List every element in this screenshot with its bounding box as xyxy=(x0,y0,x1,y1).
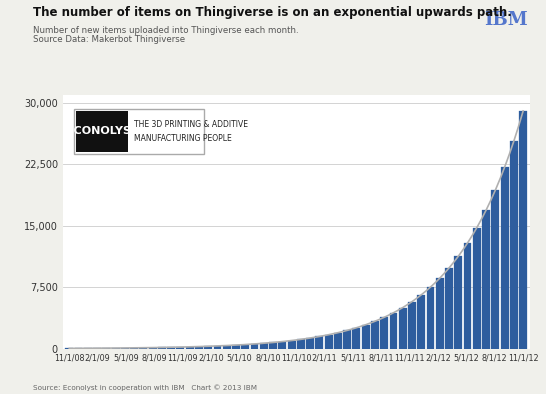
Bar xyxy=(278,342,286,349)
Bar xyxy=(288,340,295,349)
Bar xyxy=(316,336,323,349)
Bar xyxy=(269,342,277,349)
Bar xyxy=(306,338,314,349)
Bar xyxy=(334,333,342,349)
Text: ECONOLYST: ECONOLYST xyxy=(66,126,138,136)
Bar xyxy=(491,190,499,349)
Bar xyxy=(130,348,138,349)
Bar xyxy=(436,278,444,349)
Text: IBM: IBM xyxy=(484,11,527,29)
Bar xyxy=(260,343,268,349)
Bar xyxy=(464,243,472,349)
Bar xyxy=(389,313,397,349)
Bar xyxy=(139,348,147,349)
Text: Source Data: Makerbot Thingiverse: Source Data: Makerbot Thingiverse xyxy=(33,35,185,44)
Bar xyxy=(251,344,258,349)
Bar xyxy=(325,335,333,349)
Text: Number of new items uploaded into Thingiverse each month.: Number of new items uploaded into Thingi… xyxy=(33,26,298,35)
Bar xyxy=(111,348,120,349)
Bar xyxy=(223,346,230,349)
Bar xyxy=(158,348,166,349)
Bar xyxy=(176,347,185,349)
Bar xyxy=(84,348,92,349)
Bar xyxy=(454,256,462,349)
Bar xyxy=(408,302,416,349)
Text: Source: Econolyst in cooperation with IBM   Chart © 2013 IBM: Source: Econolyst in cooperation with IB… xyxy=(33,384,257,391)
Bar xyxy=(167,347,175,349)
Bar xyxy=(241,344,249,349)
Bar xyxy=(362,325,370,349)
Bar xyxy=(103,348,110,349)
Bar xyxy=(353,328,360,349)
Bar xyxy=(426,287,435,349)
Bar xyxy=(121,348,129,349)
Bar xyxy=(195,347,203,349)
Bar xyxy=(232,345,240,349)
Bar xyxy=(501,167,508,349)
Bar xyxy=(213,346,222,349)
Bar xyxy=(380,317,388,349)
Bar xyxy=(445,268,453,349)
Bar xyxy=(482,210,490,349)
Text: #5577cc: #5577cc xyxy=(518,3,524,4)
Bar xyxy=(510,141,518,349)
Bar xyxy=(473,228,481,349)
Bar xyxy=(371,321,379,349)
Bar xyxy=(93,348,101,349)
Text: The number of items on Thingiverse is on an exponential upwards path.: The number of items on Thingiverse is on… xyxy=(33,6,512,19)
Bar xyxy=(519,111,527,349)
Bar xyxy=(297,339,305,349)
Bar xyxy=(399,308,407,349)
Bar xyxy=(204,346,212,349)
Bar xyxy=(186,347,194,349)
Bar xyxy=(343,331,351,349)
Text: THE 3D PRINTING & ADDITIVE
MANUFACTURING PEOPLE: THE 3D PRINTING & ADDITIVE MANUFACTURING… xyxy=(134,120,248,143)
Bar xyxy=(149,348,157,349)
Bar xyxy=(417,295,425,349)
